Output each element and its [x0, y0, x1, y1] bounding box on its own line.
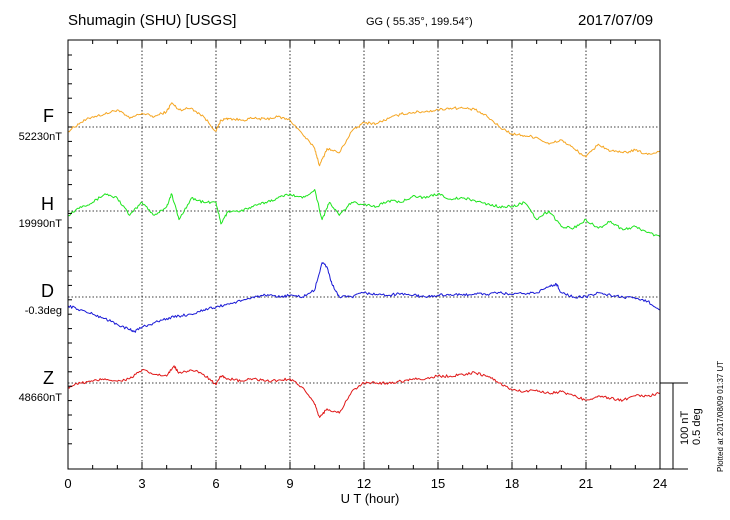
station-coordinates: GG ( 55.35°, 199.54°) — [366, 16, 473, 28]
x-tick-label: 9 — [286, 476, 294, 491]
x-tick-label: 18 — [504, 476, 520, 491]
series-line-z — [67, 365, 661, 418]
x-axis-label: U T (hour) — [340, 491, 400, 506]
x-tick-label: 6 — [212, 476, 220, 491]
scale-bar — [660, 382, 688, 470]
x-tick-label: 21 — [578, 476, 594, 491]
plot-date: 2017/07/09 — [578, 12, 654, 29]
grid-lines — [68, 40, 660, 469]
plotted-timestamp: Plotted at 2017/08/09 01:37 UT — [716, 360, 725, 472]
component-label-h: H — [41, 194, 54, 214]
trace-group — [67, 102, 661, 418]
baseline-f: 52230nT — [18, 131, 62, 143]
x-tick-label: 0 — [64, 476, 72, 491]
series-line-f — [67, 102, 661, 167]
axis-ticks — [67, 40, 661, 469]
series-line-h — [67, 189, 661, 238]
scale-label-nt: 100 nT — [679, 410, 691, 445]
x-tick-label: 15 — [430, 476, 446, 491]
component-label-z: Z — [43, 368, 54, 388]
baseline-h: 19990nT — [18, 218, 62, 230]
baseline-z: 48660nT — [18, 392, 62, 404]
component-label-f: F — [43, 106, 54, 126]
station-title: Shumagin (SHU) [USGS] — [68, 12, 237, 29]
x-tick-label: 3 — [138, 476, 146, 491]
series-line-d — [67, 262, 661, 333]
component-label-d: D — [41, 281, 54, 301]
scale-label-deg: 0.5 deg — [691, 408, 703, 445]
baseline-d: -0.3deg — [24, 305, 62, 317]
x-tick-label: 12 — [356, 476, 372, 491]
x-tick-label: 24 — [652, 476, 668, 491]
